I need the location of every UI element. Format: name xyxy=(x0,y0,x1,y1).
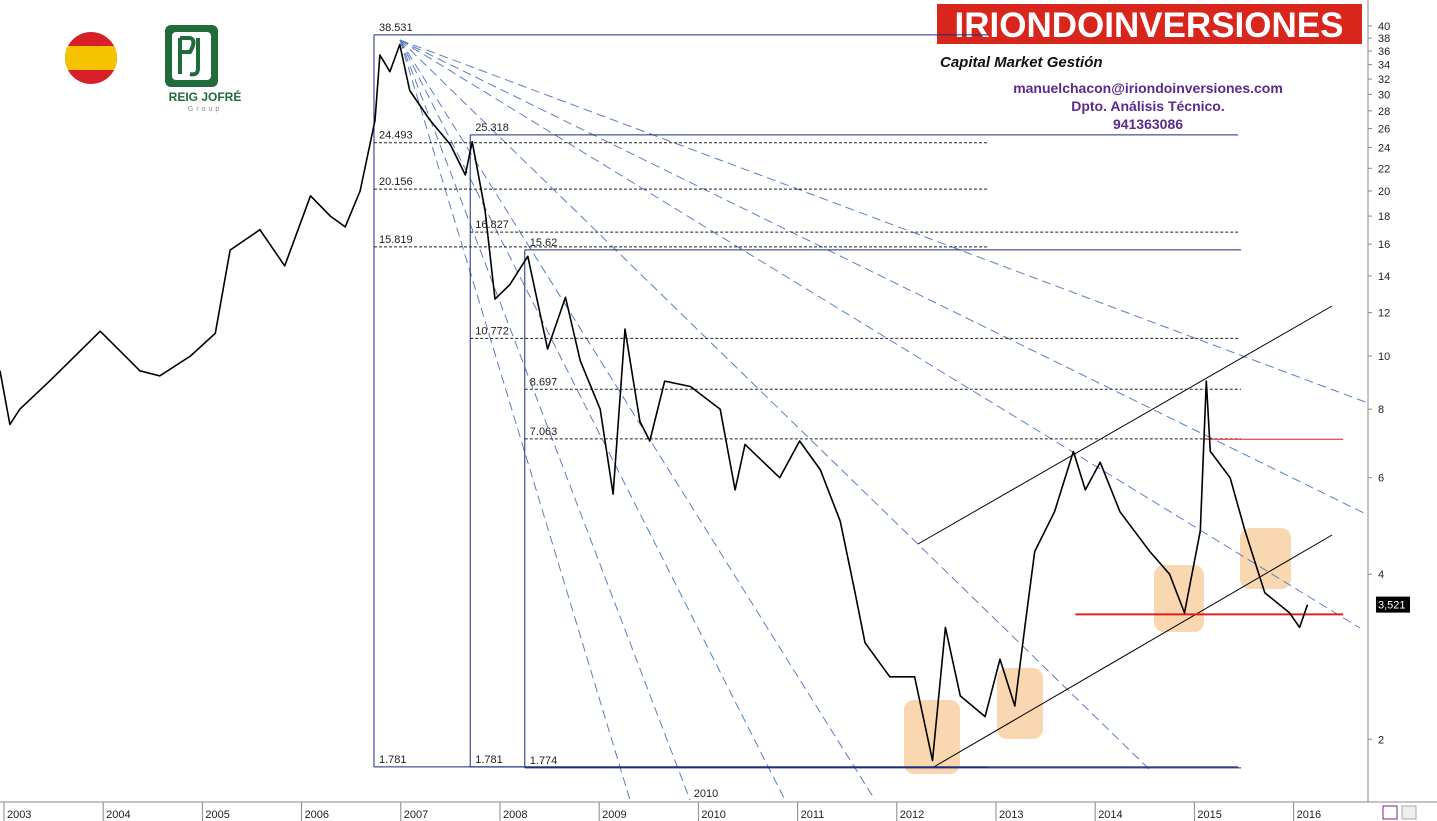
y-tick-label: 24 xyxy=(1378,143,1390,155)
annotation: 2010 xyxy=(694,788,718,800)
y-tick-label: 22 xyxy=(1378,163,1390,175)
x-tick-label: 2004 xyxy=(106,809,130,821)
x-tick-label: 2011 xyxy=(801,809,825,821)
fib-label: 7.063 xyxy=(530,426,558,438)
y-tick-label: 4 xyxy=(1378,569,1384,581)
highlight-box xyxy=(904,700,960,774)
fib-label: 38.531 xyxy=(379,22,413,34)
fan-line xyxy=(399,39,876,801)
x-tick-label: 2014 xyxy=(1098,809,1122,821)
highlight-box xyxy=(1240,528,1291,589)
fib-label: 8.697 xyxy=(530,376,558,388)
y-tick-label: 40 xyxy=(1378,21,1390,33)
highlight-box xyxy=(997,668,1043,739)
y-tick-label: 26 xyxy=(1378,124,1390,136)
email: manuelchacon@iriondoinversiones.com xyxy=(1013,80,1283,96)
y-tick-label: 34 xyxy=(1378,60,1390,72)
brand: IRIONDOINVERSIONES xyxy=(955,6,1344,45)
logo-name: REIG JOFRÉ xyxy=(169,89,242,104)
logo xyxy=(165,25,218,87)
y-tick-label: 32 xyxy=(1378,74,1390,86)
tagline: Capital Market Gestión xyxy=(940,54,1103,71)
channel xyxy=(917,305,1333,769)
x-tick-label: 2009 xyxy=(602,809,626,821)
x-tick-label: 2006 xyxy=(305,809,329,821)
y-tick-label: 10 xyxy=(1378,351,1390,363)
price-line xyxy=(0,43,1309,762)
fan-line xyxy=(399,39,691,801)
fib-label: 16.827 xyxy=(475,219,509,231)
y-tick-label: 38 xyxy=(1378,33,1390,45)
flag xyxy=(65,32,117,84)
x-tick-label: 2008 xyxy=(503,809,527,821)
y-tick-label: 2 xyxy=(1378,734,1384,746)
y-tick-label: 28 xyxy=(1378,106,1390,118)
channel-line xyxy=(917,305,1333,545)
x-tick-label: 2007 xyxy=(404,809,428,821)
x-tick-label: 2012 xyxy=(900,809,924,821)
fib-label: 15.819 xyxy=(379,234,413,246)
x-tick-label: 2015 xyxy=(1197,809,1221,821)
department: Dpto. Análisis Técnico. xyxy=(1071,98,1225,114)
fib-label: 10.772 xyxy=(475,325,509,337)
y-tick-label: 14 xyxy=(1378,271,1390,283)
price-tag-label: 3,521 xyxy=(1378,600,1406,612)
y-tick-label: 16 xyxy=(1378,239,1390,251)
y-tick-label: 6 xyxy=(1378,473,1384,485)
x-tick-label: 2010 xyxy=(701,809,725,821)
y-tick-label: 30 xyxy=(1378,89,1390,101)
y-tick-label: 36 xyxy=(1378,46,1390,58)
fan-line xyxy=(399,39,631,801)
y-tick-label: 8 xyxy=(1378,404,1384,416)
fib-label: 1.781 xyxy=(379,754,407,766)
fan-line xyxy=(399,39,786,801)
x-tick-label: 2005 xyxy=(205,809,229,821)
y-tick-label: 20 xyxy=(1378,186,1390,198)
price-tag xyxy=(1376,596,1410,613)
corner-icons xyxy=(1382,805,1417,820)
x-tick-label: 2013 xyxy=(999,809,1023,821)
fib-label: 24.493 xyxy=(379,130,413,142)
brand-box xyxy=(937,4,1362,44)
y-tick-label: 12 xyxy=(1378,308,1390,320)
fib-label: 20.156 xyxy=(379,176,413,188)
fan-line xyxy=(399,39,1369,516)
channel-line xyxy=(931,534,1333,769)
fib-label: 25.318 xyxy=(475,122,509,134)
phone: 941363086 xyxy=(1113,116,1183,132)
x-tick-label: 2003 xyxy=(7,809,31,821)
fib-label: 15.62 xyxy=(530,237,558,249)
fan-line xyxy=(399,39,1151,771)
fan-line xyxy=(399,39,1369,404)
y-tick-label: 18 xyxy=(1378,211,1390,223)
fib-label: 1.781 xyxy=(475,754,503,766)
logo-sub: Group xyxy=(188,106,222,113)
fib-label: 1.774 xyxy=(530,755,558,767)
x-tick-label: 2016 xyxy=(1297,809,1321,821)
